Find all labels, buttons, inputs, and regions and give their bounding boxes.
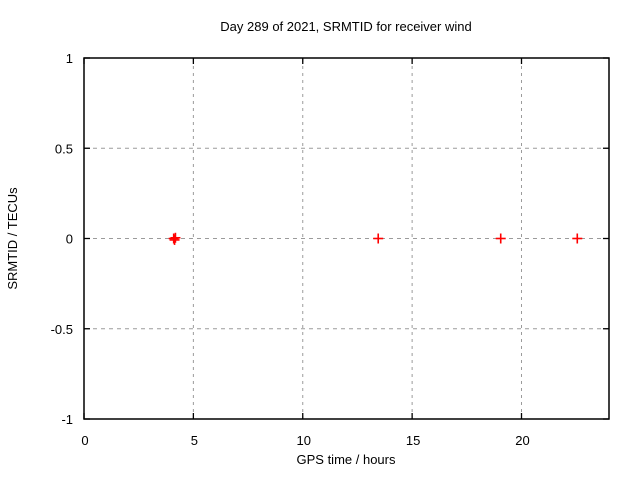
chart-title: Day 289 of 2021, SRMTID for receiver win… [220,19,471,34]
x-tick-label: 5 [191,433,198,448]
y-axis-label: SRMTID / TECUs [5,187,20,290]
y-tick-label: 0.5 [55,141,73,156]
x-tick-label: 0 [81,433,88,448]
plot-area: 0 5 10 15 20 -1 -0.5 0 0.5 1 [51,51,610,448]
x-axis-label: GPS time / hours [297,452,396,467]
y-tick-label: 0 [66,232,73,247]
x-tick-label: 20 [515,433,529,448]
y-tick-label: 1 [66,51,73,66]
y-tick-label: -1 [61,412,73,427]
x-tick-label: 10 [297,433,311,448]
plot-border [83,57,610,420]
y-tick-label: -0.5 [51,322,73,337]
x-tick-label: 15 [406,433,420,448]
